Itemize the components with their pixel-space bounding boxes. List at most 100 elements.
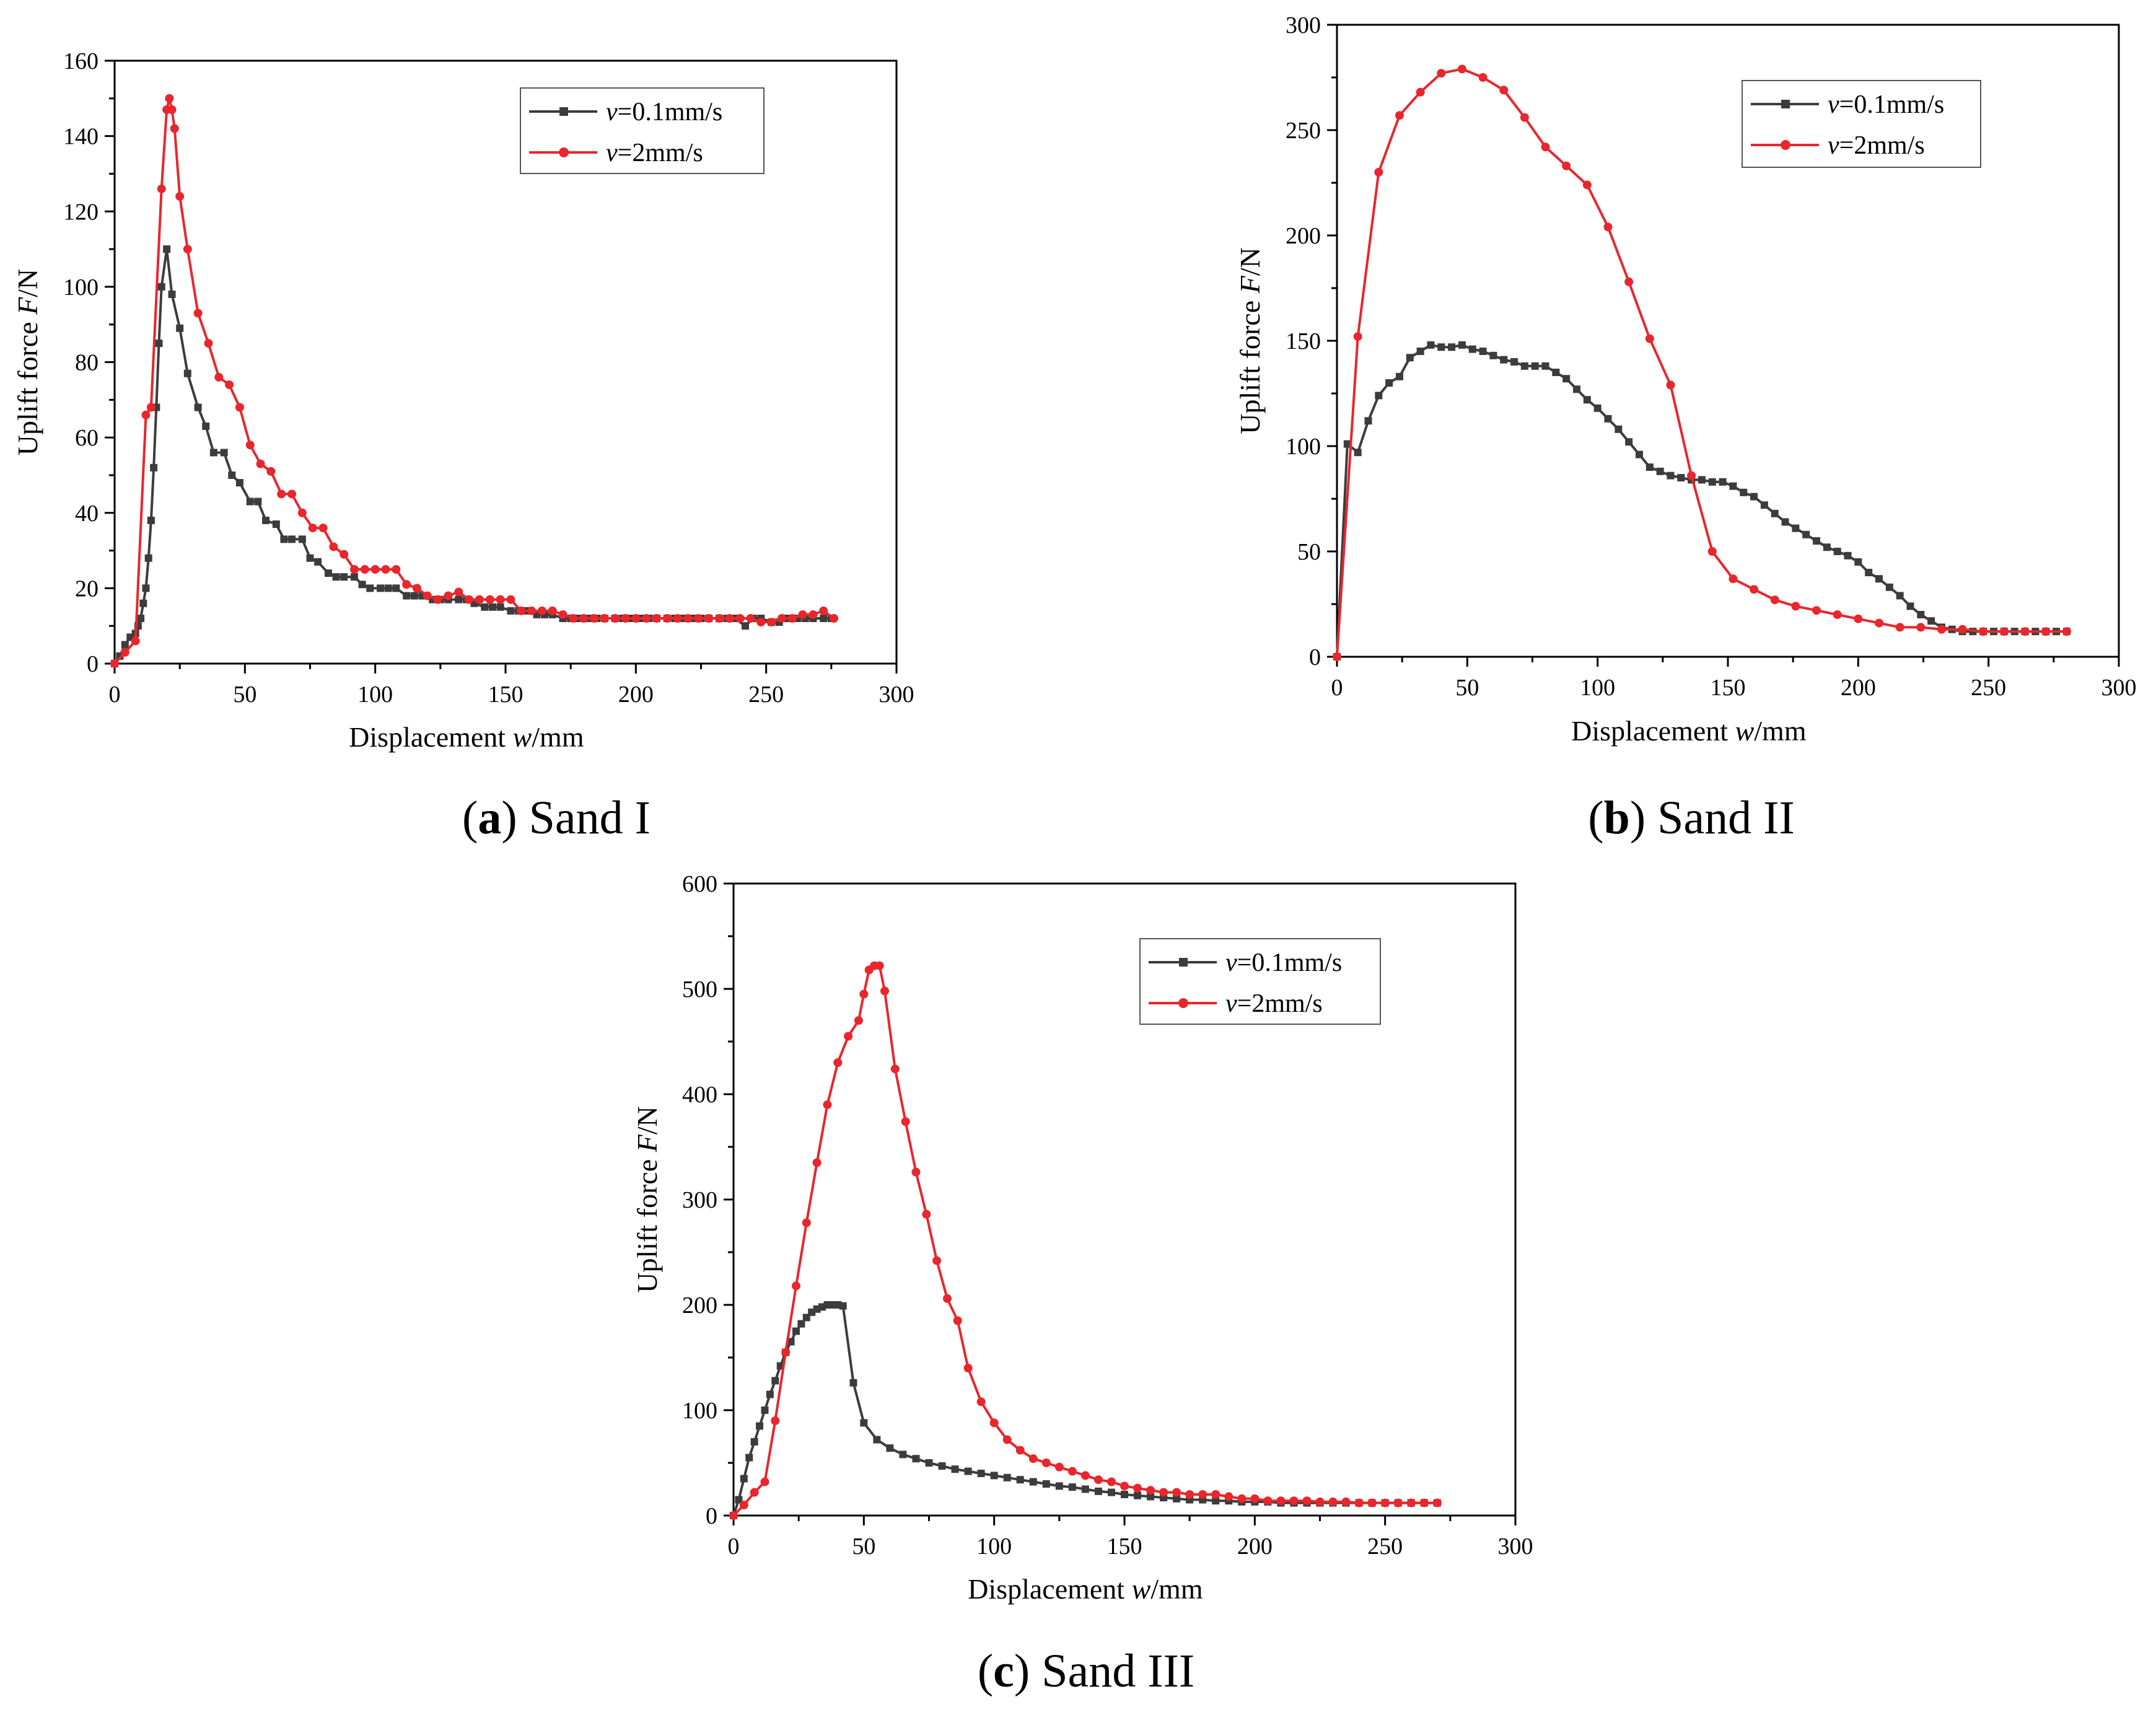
data-point [183,369,191,377]
x-tick-label: 300 [879,682,914,708]
x-tick-label: 150 [1107,1534,1142,1560]
data-point [392,584,400,592]
data-point [1172,1488,1181,1497]
data-point [465,595,474,604]
x-tick-label: 250 [1367,1534,1403,1560]
data-point [761,1406,769,1414]
data-point [942,1294,952,1303]
data-point [1770,595,1779,605]
data-point [165,94,174,103]
data-point [176,324,184,332]
data-point [254,498,262,506]
data-point [977,1470,985,1477]
data-point [859,989,869,999]
data-point [912,1455,920,1463]
data-point [1211,1490,1220,1499]
data-point [1458,341,1466,349]
x-tick-label: 100 [357,682,393,708]
data-point [121,641,129,649]
plot-frame [113,59,898,665]
data-point [1677,474,1685,481]
data-point [1823,543,1831,551]
data-point [787,614,797,623]
data-point [1979,627,1988,636]
data-point [2020,627,2030,636]
data-point [537,606,546,615]
data-point [1029,1478,1037,1486]
data-point [809,610,818,619]
data-point [745,1454,753,1462]
legend-box [520,87,765,174]
data-point [1687,471,1696,480]
data-point [324,569,332,577]
data-point [760,1477,769,1486]
data-point [600,614,609,623]
data-point [120,647,129,657]
data-point [137,615,145,623]
data-point [1906,602,1914,610]
data-point [1625,438,1633,446]
caption-b: (b) Sand II [1588,792,1795,844]
data-point [735,1496,743,1504]
data-point [332,573,340,581]
data-point [742,622,750,630]
data-point [1121,1491,1128,1498]
data-point [1562,375,1571,383]
data-point [873,1436,881,1444]
data-point [1615,425,1623,433]
y-tick-label: 150 [1286,328,1321,354]
data-point [481,603,489,611]
data-point [146,403,156,412]
data-point [1885,583,1893,591]
data-point [642,614,651,623]
data-point [1106,1477,1116,1486]
data-point [1375,392,1383,400]
data-point [662,614,672,623]
data-point [569,614,578,623]
data-point [392,564,401,574]
data-point [220,449,228,457]
data-point [1302,1496,1312,1506]
data-point [235,479,243,487]
y-tick-label: 300 [682,1187,717,1213]
data-point [358,581,366,589]
data-point [381,564,390,574]
data-point [1812,606,1821,615]
series-line-fast [732,964,1437,1517]
data-point [1068,1483,1076,1491]
data-point [1791,602,1800,611]
data-point [854,1016,863,1025]
legend-label: v=0.1mm/s [1225,949,1342,977]
legend-label: v=0.1mm/s [1828,90,1944,119]
data-point [1489,351,1497,359]
data-point [194,403,202,411]
data-point [844,1032,853,1041]
data-point [860,1419,868,1427]
data-point [1015,1446,1025,1455]
data-point [740,1475,748,1483]
data-point [1448,343,1456,351]
data-point [1707,547,1717,556]
x-tick-label: 250 [1971,675,2006,701]
data-point [1385,379,1393,387]
legend: v=0.1mm/s v=2mm/s [520,87,765,174]
data-point [1603,222,1613,232]
x-tick-label: 300 [2101,675,2137,701]
y-axis-label: Uplift force F/N [12,269,43,455]
data-point [1041,1459,1051,1467]
x-tick-label: 100 [1580,675,1615,701]
data-point [1406,1498,1416,1507]
legend: v=0.1mm/s v=2mm/s [1742,80,1981,168]
data-point [963,1364,973,1372]
data-point [886,1444,894,1452]
data-point [823,1100,832,1109]
data-point [444,591,453,600]
data-point [1468,345,1476,353]
data-point [1562,161,1571,170]
data-point [1750,585,1759,594]
data-point [1520,113,1529,122]
data-point [875,961,884,970]
data-point [1999,627,2009,636]
data-point [1833,610,1842,619]
data-point [139,599,147,607]
